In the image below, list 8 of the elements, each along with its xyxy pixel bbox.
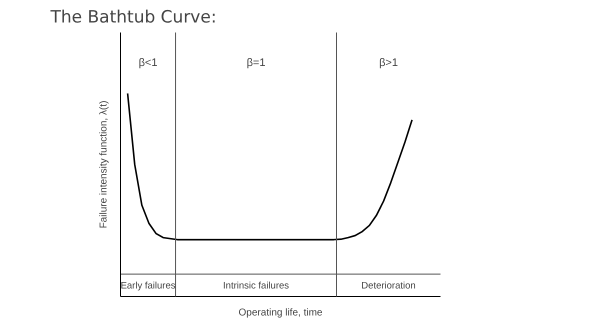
- text: β>1: [379, 57, 398, 70]
- text: β<1: [138, 57, 158, 70]
- chart-title: The Bathtub Curve:: [50, 8, 217, 28]
- annotation: Deterioration: [361, 280, 416, 292]
- text: β=1: [246, 57, 266, 70]
- y-axis-title: Failure intensity function, λ(t): [98, 100, 110, 228]
- annotation: Intrinsic failures: [223, 280, 290, 292]
- x-axis-title: Operating life, time: [238, 308, 323, 318]
